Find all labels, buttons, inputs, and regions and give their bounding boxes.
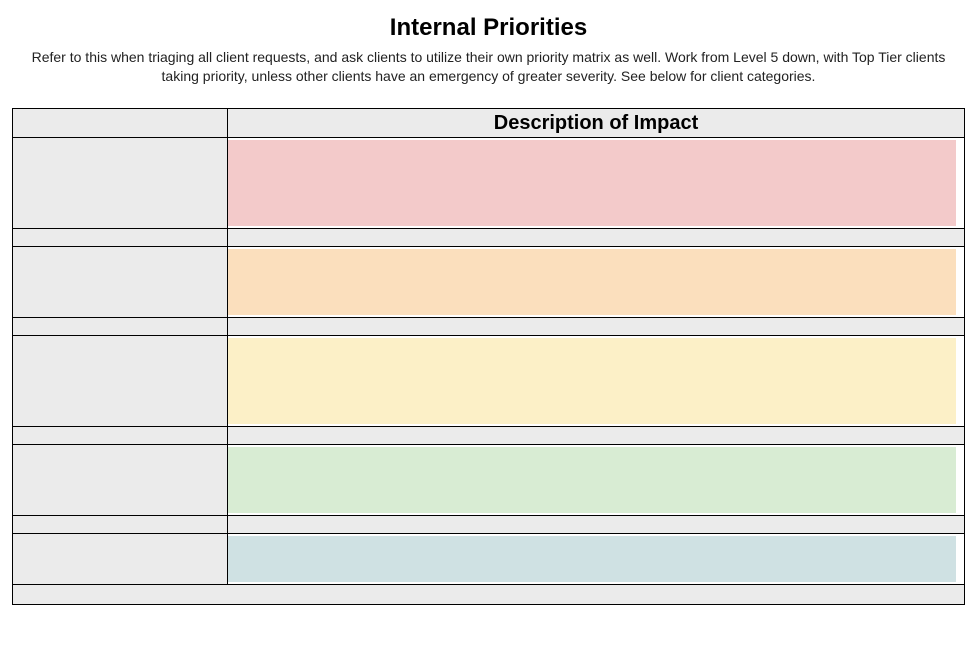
spacer-row bbox=[13, 515, 965, 533]
col-header-left bbox=[13, 108, 228, 137]
footer-row bbox=[13, 584, 965, 604]
priority-table: Description of Impact bbox=[12, 108, 965, 605]
impact-cell bbox=[228, 444, 965, 515]
spacer-row bbox=[13, 228, 965, 246]
impact-swatch bbox=[228, 447, 956, 513]
priority-label-cell bbox=[13, 335, 228, 426]
priority-label-cell bbox=[13, 137, 228, 228]
impact-cell bbox=[228, 246, 965, 317]
priority-table-body bbox=[13, 137, 965, 604]
spacer-row bbox=[13, 426, 965, 444]
table-row bbox=[13, 444, 965, 515]
priority-label-cell bbox=[13, 533, 228, 584]
page-subtitle: Refer to this when triaging all client r… bbox=[19, 48, 959, 86]
table-row bbox=[13, 137, 965, 228]
page-title: Internal Priorities bbox=[12, 14, 965, 42]
impact-cell bbox=[228, 335, 965, 426]
impact-swatch bbox=[228, 140, 956, 226]
impact-cell bbox=[228, 137, 965, 228]
table-row bbox=[13, 533, 965, 584]
table-row bbox=[13, 246, 965, 317]
impact-swatch bbox=[228, 536, 956, 582]
table-row bbox=[13, 335, 965, 426]
impact-swatch bbox=[228, 249, 956, 315]
impact-cell bbox=[228, 533, 965, 584]
priority-label-cell bbox=[13, 444, 228, 515]
spacer-row bbox=[13, 317, 965, 335]
impact-swatch bbox=[228, 338, 956, 424]
col-header-right: Description of Impact bbox=[228, 108, 965, 137]
priority-label-cell bbox=[13, 246, 228, 317]
